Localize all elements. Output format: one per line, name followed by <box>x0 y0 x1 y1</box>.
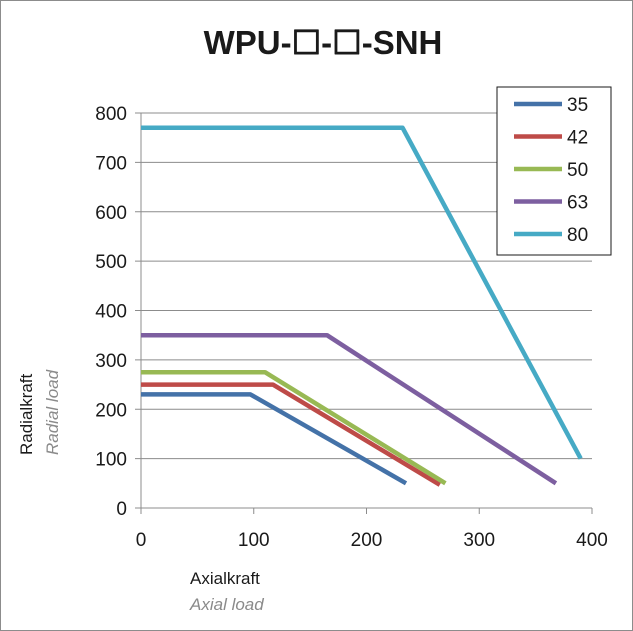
x-tick-labels: 0 100 200 300 400 <box>136 530 608 551</box>
legend-label: 80 <box>567 225 588 246</box>
series-line-63 <box>141 332 558 486</box>
x-axis-label-sub: Axial load <box>189 595 264 614</box>
chart-title: WPU-☐-☐-SNH <box>204 24 443 61</box>
y-axis-label: Radialkraft <box>17 373 36 455</box>
legend: 35 42 50 63 80 <box>496 86 612 256</box>
series-line-50 <box>141 369 447 486</box>
y-tick-label: 0 <box>116 499 127 520</box>
y-tick-label: 300 <box>95 351 127 372</box>
legend-label: 63 <box>567 193 588 214</box>
x-tick-label: 0 <box>136 530 147 551</box>
y-tick-label: 100 <box>95 450 127 471</box>
x-tick-label: 200 <box>351 530 383 551</box>
x-tick-label: 400 <box>576 530 608 551</box>
y-axis-label-sub: Radial load <box>43 369 62 455</box>
y-tick-label: 400 <box>95 302 127 323</box>
y-tick-label: 200 <box>95 400 127 421</box>
x-axis-label: Axialkraft <box>190 569 260 588</box>
series-line-42 <box>141 382 441 487</box>
legend-label: 42 <box>567 128 588 149</box>
legend-label: 50 <box>567 160 588 181</box>
y-tick-label: 700 <box>95 153 127 174</box>
y-tick-labels: 0 100 200 300 400 500 600 700 800 <box>95 104 127 520</box>
series-line-35 <box>141 392 408 486</box>
series-line-80 <box>141 125 583 460</box>
y-tick-label: 600 <box>95 203 127 224</box>
x-tick-label: 100 <box>238 530 270 551</box>
series-lines <box>141 125 583 487</box>
y-tick-label: 500 <box>95 252 127 273</box>
x-tick-label: 300 <box>463 530 495 551</box>
y-tick-label: 800 <box>95 104 127 125</box>
axes <box>135 112 593 514</box>
legend-label: 35 <box>567 95 588 116</box>
